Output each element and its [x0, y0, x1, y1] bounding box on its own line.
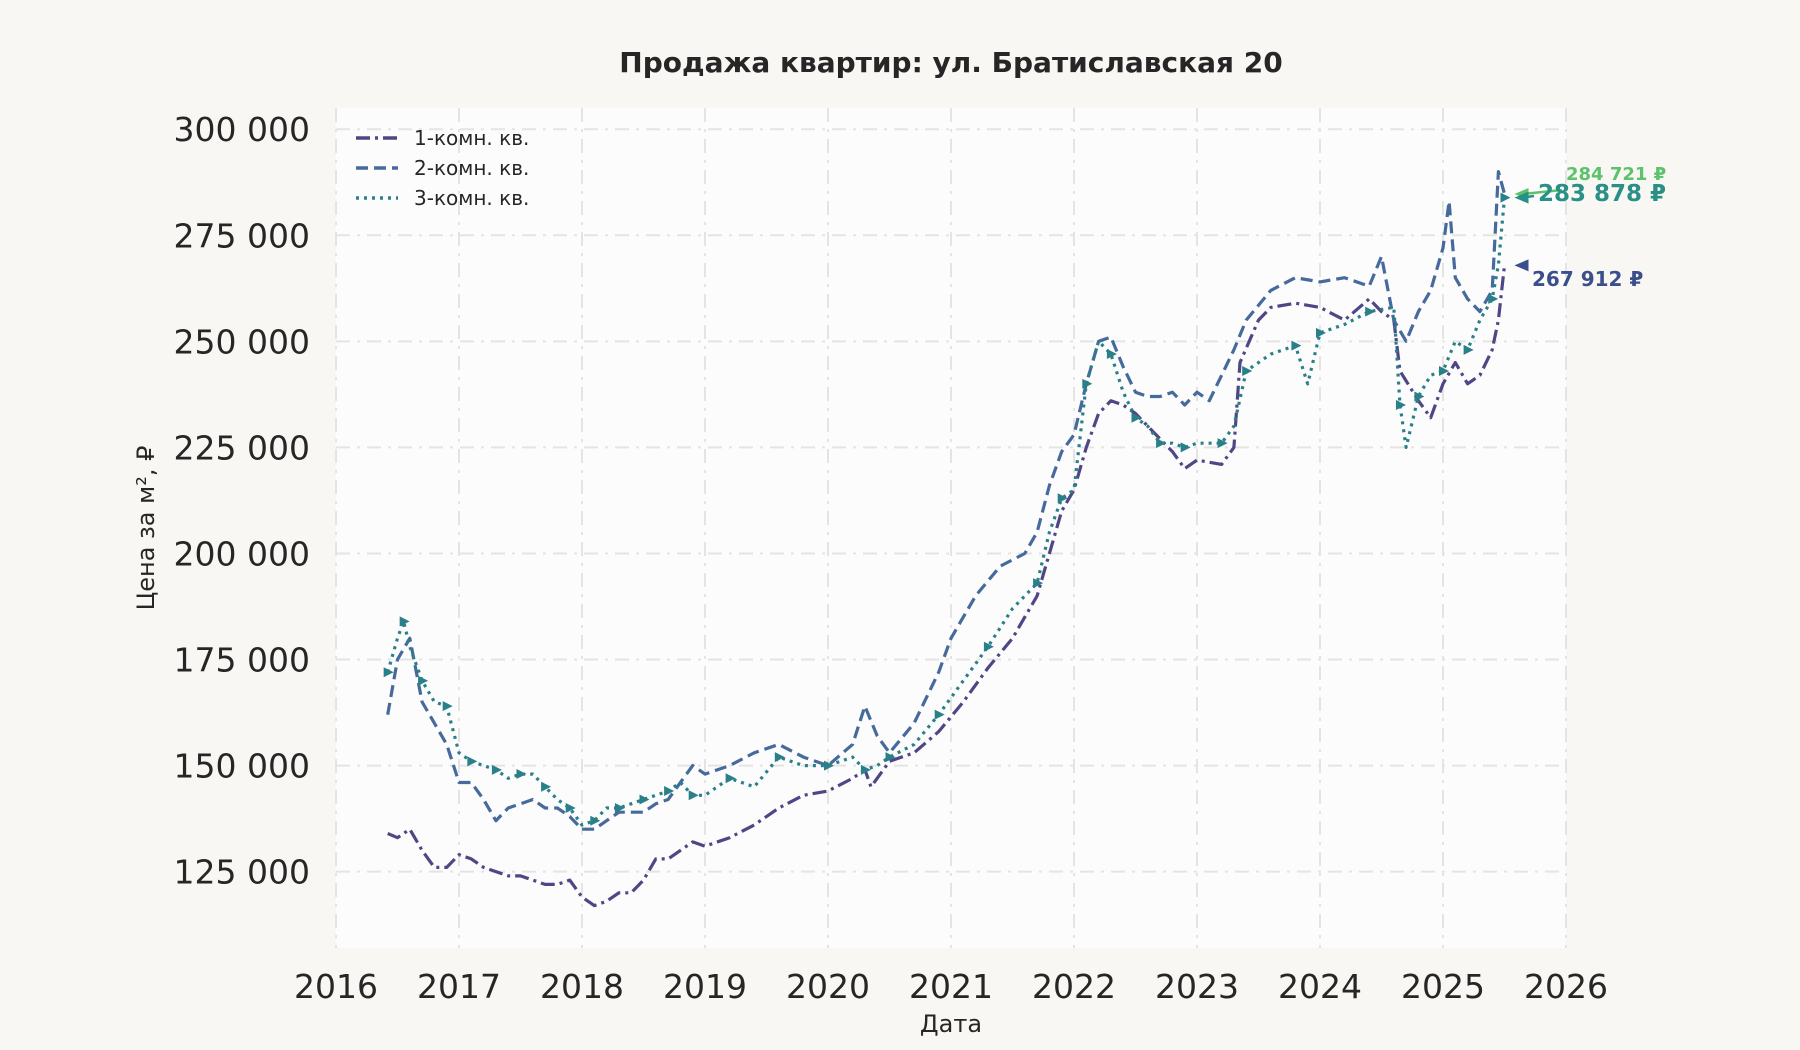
series-marker — [725, 773, 736, 784]
series-line-2 — [386, 170, 1507, 831]
tick-labels: 2016 2017 2018 2019 2020 2021 2022 2023 2024 2025… — [174, 110, 1608, 1006]
x-tick-label: 2021 — [909, 967, 993, 1006]
series-marker — [1180, 442, 1191, 453]
chart-title: Продажа квартир: ул. Братиславская 20 — [619, 46, 1282, 79]
annotations: 284 721 ₽283 878 ₽ 267 912 ₽ — [1514, 164, 1666, 291]
x-tick-label: 2019 — [663, 967, 747, 1006]
legend-item-3room: 3-комн. кв. — [356, 186, 529, 210]
x-tick-label: 2020 — [786, 967, 870, 1006]
legend: 1-комн. кв. 2-комн. кв. 3-комн. кв. — [356, 126, 529, 210]
y-tick-label: 250 000 — [174, 322, 310, 361]
series-marker — [1439, 366, 1449, 377]
series-marker — [1365, 306, 1376, 317]
series-marker — [1082, 378, 1093, 389]
series-marker — [885, 752, 896, 763]
series-marker — [418, 675, 429, 686]
series-marker — [1488, 293, 1499, 304]
series-marker — [1500, 192, 1511, 203]
annotation-arrow — [1522, 188, 1563, 196]
series-marker — [1463, 344, 1474, 355]
series-line-1 — [387, 265, 1507, 908]
annotation-arrowhead — [1514, 191, 1529, 204]
end-value-label: 283 878 ₽ — [1538, 181, 1666, 207]
series-marker — [565, 803, 576, 813]
legend-label-1room: 1-комн. кв. — [414, 126, 529, 150]
series-marker — [774, 752, 785, 763]
series-layer — [383, 170, 1511, 908]
series-marker — [1395, 399, 1406, 410]
series-marker — [1217, 438, 1228, 449]
y-tick-label: 150 000 — [174, 747, 310, 786]
series-marker — [442, 701, 453, 712]
series-marker — [639, 794, 650, 805]
series-marker — [1242, 366, 1253, 377]
legend-item-1room: 1-комн. кв. — [356, 126, 529, 150]
grid — [335, 108, 1567, 948]
series-marker — [688, 790, 699, 801]
y-tick-label: 225 000 — [174, 428, 310, 467]
series-marker — [516, 769, 527, 780]
series-marker — [934, 709, 945, 720]
series-marker — [1156, 438, 1167, 449]
y-tick-label: 275 000 — [174, 216, 310, 255]
series-marker — [614, 803, 625, 813]
legend-label-3room: 3-комн. кв. — [414, 186, 529, 210]
y-tick-label: 125 000 — [174, 853, 310, 892]
series-marker — [1291, 340, 1302, 351]
x-tick-label: 2025 — [1401, 967, 1485, 1006]
plot-area — [336, 108, 1566, 948]
series-marker — [590, 815, 601, 826]
series-marker — [541, 781, 552, 792]
series-marker — [1057, 493, 1068, 504]
series-marker — [860, 764, 871, 775]
x-tick-label: 2026 — [1524, 967, 1608, 1006]
y-tick-label: 300 000 — [174, 110, 310, 149]
series-marker — [491, 764, 502, 775]
x-tick-label: 2022 — [1032, 967, 1116, 1006]
x-axis-label: Дата — [920, 1010, 982, 1038]
series-marker — [1033, 578, 1044, 589]
series-marker — [399, 616, 410, 627]
series-marker — [383, 667, 394, 678]
series-marker — [1316, 327, 1326, 338]
series-marker — [664, 786, 675, 797]
x-tick-label: 2016 — [294, 967, 378, 1006]
series-marker — [1106, 349, 1117, 360]
end-value-label: 267 912 ₽ — [1532, 267, 1643, 291]
x-tick-label: 2024 — [1278, 967, 1362, 1006]
y-tick-label: 175 000 — [174, 641, 310, 680]
y-axis-label: Цена за м², ₽ — [132, 446, 160, 611]
y-tick-label: 200 000 — [174, 534, 310, 573]
x-tick-label: 2017 — [417, 967, 501, 1006]
end-value-label: 284 721 ₽ — [1566, 164, 1666, 185]
series-marker — [1414, 391, 1425, 402]
series-marker — [467, 756, 478, 767]
series-marker — [983, 641, 994, 652]
legend-label-2room: 2-комн. кв. — [414, 156, 529, 180]
annotation-arrowhead — [1514, 259, 1529, 272]
x-tick-label: 2018 — [540, 967, 624, 1006]
series-marker — [824, 760, 834, 771]
legend-item-2room: 2-комн. кв. — [356, 156, 529, 180]
x-tick-label: 2023 — [1155, 967, 1239, 1006]
series-marker — [1131, 412, 1142, 423]
